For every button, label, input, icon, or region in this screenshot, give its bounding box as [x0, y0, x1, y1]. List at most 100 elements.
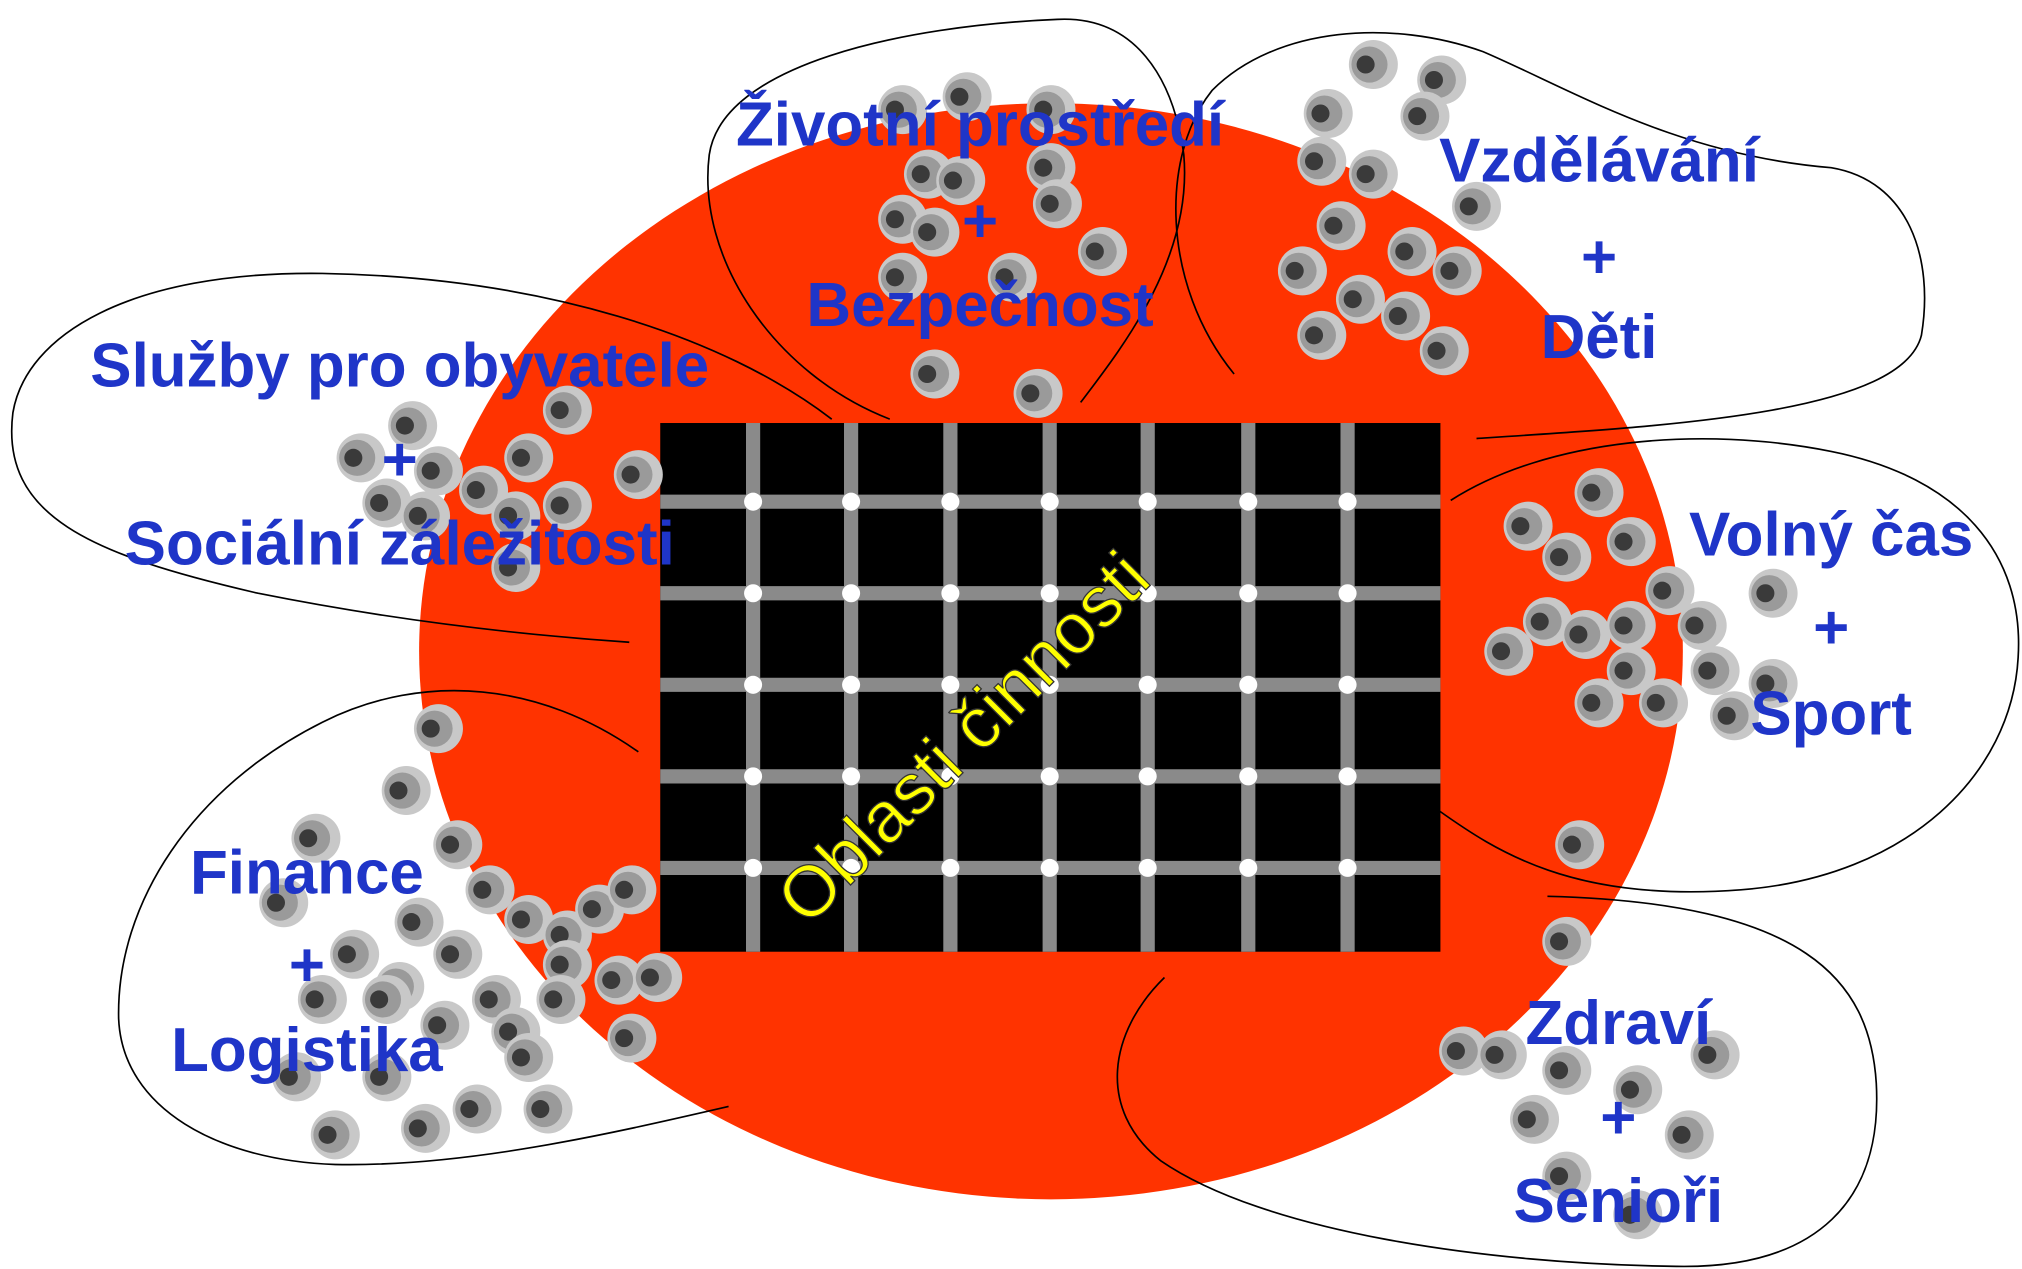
blob	[1582, 483, 1601, 502]
blob	[370, 990, 389, 1009]
blob	[550, 925, 569, 944]
blob	[511, 910, 531, 929]
area-label: +	[382, 426, 418, 495]
grid-dot	[1040, 858, 1059, 877]
blob	[582, 900, 601, 919]
area-label: Senioři	[1513, 1167, 1723, 1236]
blob	[337, 945, 356, 964]
grid-dot	[941, 675, 960, 694]
grid-dot	[1239, 492, 1258, 511]
grid-dot	[1239, 584, 1258, 603]
blob	[266, 893, 285, 912]
area-label: Vzdělávání	[1439, 126, 1761, 195]
grid-dot	[1239, 675, 1258, 694]
blob	[1550, 932, 1569, 951]
blob	[441, 835, 460, 854]
blob	[621, 465, 640, 484]
blob	[950, 87, 969, 106]
blob	[943, 171, 962, 190]
blob	[1685, 616, 1704, 635]
blob	[370, 493, 389, 512]
blob	[1672, 1125, 1691, 1144]
blob	[299, 829, 318, 848]
blob	[279, 1067, 298, 1086]
blob	[1698, 661, 1717, 680]
blob	[473, 880, 492, 899]
blob	[885, 268, 904, 287]
blob	[1408, 107, 1427, 126]
blob	[466, 481, 485, 500]
grid-dot	[1138, 767, 1157, 786]
area-label: +	[1600, 1083, 1636, 1152]
grid-dot	[744, 492, 763, 511]
blob	[1614, 661, 1633, 680]
grid-dot	[744, 858, 763, 877]
blob	[499, 1022, 518, 1041]
blob	[911, 165, 930, 184]
grid-dot	[1138, 858, 1157, 877]
blob	[640, 968, 659, 987]
blob	[602, 971, 621, 990]
grid-dot	[941, 584, 960, 603]
area-label: Sport	[1750, 680, 1912, 749]
blob	[615, 1029, 634, 1048]
area-label: Logistika	[171, 1016, 443, 1085]
blob	[918, 364, 937, 384]
area-label: +	[962, 187, 998, 256]
grid-dot	[1040, 492, 1059, 511]
blob	[1550, 548, 1569, 567]
grid-dot	[1138, 675, 1157, 694]
blob	[408, 1119, 427, 1138]
blob	[544, 990, 563, 1009]
blob	[479, 990, 498, 1009]
blob	[408, 506, 427, 525]
blob	[402, 913, 421, 932]
grid-dot	[744, 767, 763, 786]
blob	[885, 100, 904, 119]
blob	[305, 990, 324, 1009]
grid-dot	[842, 767, 861, 786]
blob	[511, 1048, 531, 1067]
blob	[460, 1100, 479, 1119]
blob	[1653, 581, 1672, 600]
blob	[550, 401, 569, 420]
blob	[995, 268, 1014, 287]
blob	[550, 955, 569, 974]
blob	[1343, 290, 1362, 309]
blob	[1356, 55, 1375, 74]
blob	[1395, 242, 1414, 261]
grid-dot	[941, 492, 960, 511]
blob	[885, 210, 904, 229]
grid-dot	[842, 492, 861, 511]
area-label: Služby pro obyvatele	[90, 331, 709, 400]
blob	[1040, 194, 1059, 213]
area-label: Bezpečnost	[806, 271, 1153, 340]
blob	[1614, 532, 1633, 551]
blob	[1562, 835, 1581, 854]
blob	[1311, 104, 1330, 123]
grid-dot	[1138, 584, 1157, 603]
blob	[1756, 674, 1775, 693]
blob	[1620, 1080, 1640, 1099]
outlines	[10, 18, 2020, 1268]
area-labels: Životní prostředí + Bezpečnost Vzdělávání + D…	[90, 90, 1973, 1236]
grid-dot	[1239, 858, 1258, 877]
grid-dot	[842, 675, 861, 694]
area-label: +	[1813, 593, 1849, 662]
blob	[1530, 612, 1549, 631]
blob	[344, 448, 363, 467]
blob	[441, 945, 460, 964]
outline	[10, 272, 833, 644]
blob	[1698, 1045, 1717, 1064]
area-label: Zdraví	[1526, 989, 1713, 1058]
blob	[1582, 693, 1601, 712]
grid-dot	[1040, 584, 1059, 603]
area-label: Životní prostředí	[736, 90, 1226, 159]
blob	[389, 781, 408, 800]
blob	[421, 461, 440, 480]
blob	[1424, 70, 1443, 90]
blob	[1305, 326, 1324, 345]
blob	[1034, 100, 1053, 119]
outline	[1437, 438, 2020, 893]
